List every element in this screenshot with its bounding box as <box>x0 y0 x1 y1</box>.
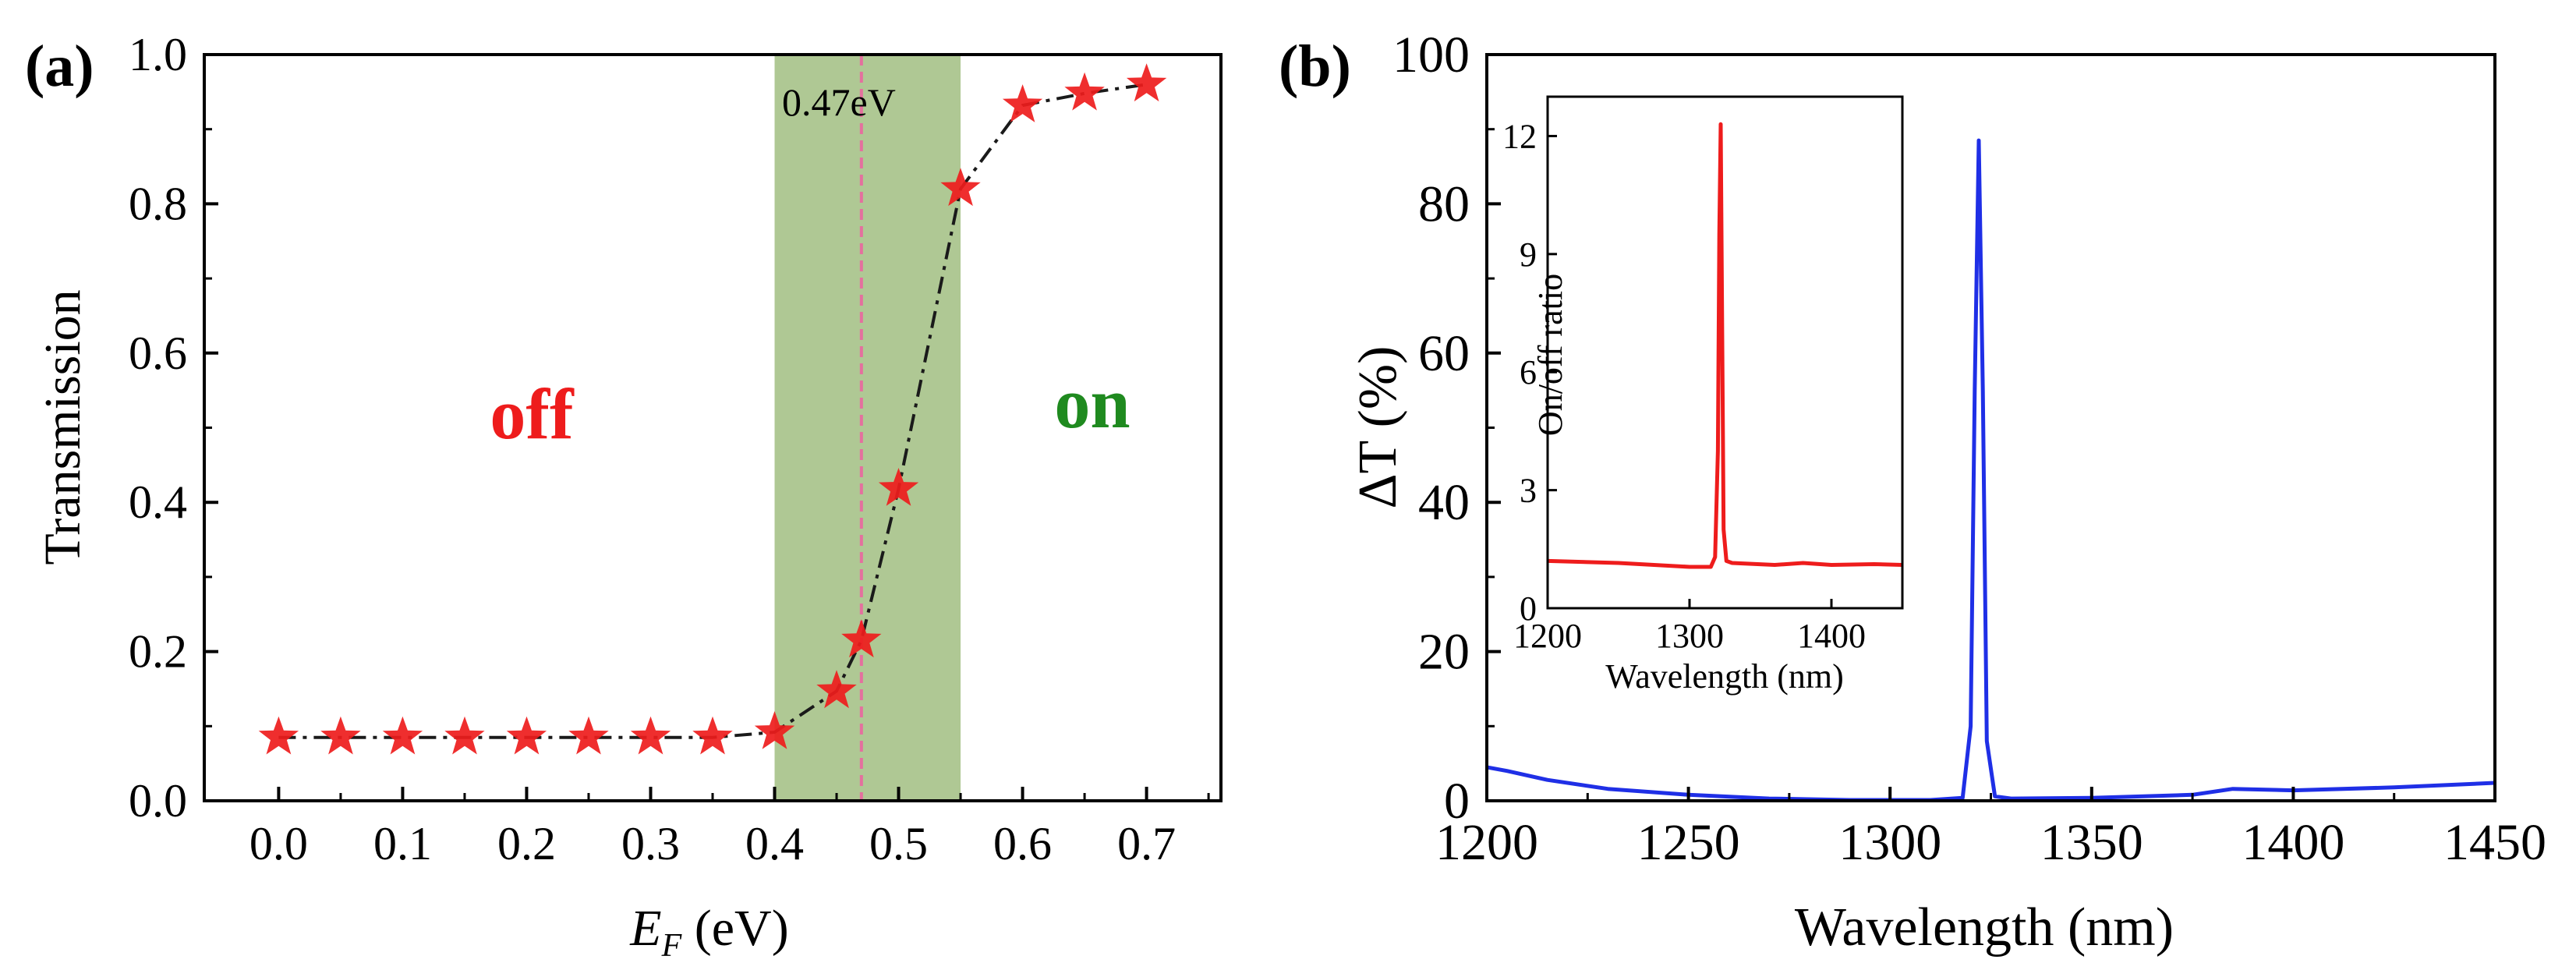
y-tick-label-inset: 6 <box>1520 353 1537 391</box>
x-tick-label-a: 0.5 <box>869 818 928 869</box>
data-point-star <box>940 168 981 207</box>
on-off-ratio-curve <box>1547 122 1903 569</box>
off-state-label: off <box>490 374 575 454</box>
data-point-star <box>630 716 671 755</box>
data-point-star <box>878 468 919 506</box>
panel-b-inset: 1200 1300 1400 0 3 6 9 12 Wavelength (nm) On/off … <box>1502 95 1904 696</box>
y-tick-label-b: 20 <box>1418 624 1470 681</box>
transmission-curve <box>278 83 1147 739</box>
panel-label-b: (b) <box>1279 34 1351 99</box>
y-tick-label-a: 0.4 <box>129 476 187 528</box>
x-tick-label-b: 1300 <box>1838 814 1941 871</box>
y-tick-label-inset: 9 <box>1520 235 1537 274</box>
y-tick-label-inset: 0 <box>1520 589 1537 628</box>
x-tick-label-a: 0.7 <box>1117 818 1176 869</box>
switching-band <box>774 55 961 801</box>
x-axis-label-a: EF (eV) <box>629 900 788 964</box>
data-point-star <box>444 716 485 755</box>
delta-t-curve <box>1486 138 2496 802</box>
x-tick-label-b: 1400 <box>2242 814 2344 871</box>
x-tick-label-inset: 1400 <box>1797 617 1866 655</box>
y-tick-label-a: 1.0 <box>129 29 187 80</box>
x-tick-label-b: 1200 <box>1435 814 1538 871</box>
panel-a: 0.0 0.1 0.2 0.3 0.4 0.5 0.6 0.7 0.0 0.2 0.4 0.6 0.8 1… <box>25 29 1223 964</box>
y-tick-label-a: 0.8 <box>129 178 187 229</box>
threshold-annotation: 0.47eV <box>782 80 896 124</box>
data-point-star <box>754 711 795 749</box>
y-tick-label-b: 80 <box>1418 175 1470 232</box>
y-tick-label-b: 0 <box>1444 773 1470 830</box>
data-point-star <box>1126 63 1167 102</box>
y-tick-label-inset: 12 <box>1502 117 1537 155</box>
x-tick-label-a: 0.0 <box>249 818 308 869</box>
data-point-star <box>1064 72 1105 111</box>
x-tick-label-a: 0.2 <box>497 818 556 869</box>
y-tick-label-a: 0.0 <box>129 775 187 827</box>
panel-b: 1200 1250 1300 1350 1400 1450020406080100Wave… <box>1279 27 2546 958</box>
y-tick-label-inset: 3 <box>1520 472 1537 510</box>
y-tick-label-b: 100 <box>1392 27 1470 83</box>
x-tick-label-b: 1450 <box>2443 814 2546 871</box>
x-tick-label-a: 0.6 <box>993 818 1052 869</box>
x-axis-label-inset: Wavelength (nm) <box>1605 657 1844 696</box>
x-tick-label-a: 0.1 <box>373 818 432 869</box>
data-point-star <box>841 619 882 658</box>
y-tick-label-a: 0.6 <box>129 327 187 379</box>
data-point-star <box>1002 84 1043 122</box>
x-tick-label-a: 0.3 <box>621 818 680 869</box>
data-point-star <box>320 716 361 755</box>
data-point-star <box>568 716 609 755</box>
on-state-label: on <box>1054 363 1130 443</box>
y-tick-label-b: 60 <box>1418 325 1470 382</box>
data-point-star <box>258 716 299 755</box>
data-point-star <box>382 716 423 755</box>
y-tick-label-a: 0.2 <box>129 626 187 678</box>
y-tick-label-b: 40 <box>1418 474 1470 531</box>
data-point-star <box>692 716 733 755</box>
x-tick-label-a: 0.4 <box>745 818 804 869</box>
plot-frame-inset <box>1546 95 1904 610</box>
x-tick-label-b: 1350 <box>2040 814 2143 871</box>
y-axis-label-a: Transmission <box>34 289 91 565</box>
x-tick-label-b: 1250 <box>1637 814 1740 871</box>
data-point-star <box>816 670 857 709</box>
panel-label-a: (a) <box>25 34 94 99</box>
x-axis-label-b: Wavelength (nm) <box>1795 897 2174 958</box>
x-tick-label-inset: 1200 <box>1513 617 1582 655</box>
data-point-star <box>506 716 547 755</box>
x-tick-label-inset: 1300 <box>1655 617 1724 655</box>
y-axis-label-inset: On/off ratio <box>1531 274 1569 436</box>
y-axis-label-b: ΔT (%) <box>1348 346 1408 509</box>
